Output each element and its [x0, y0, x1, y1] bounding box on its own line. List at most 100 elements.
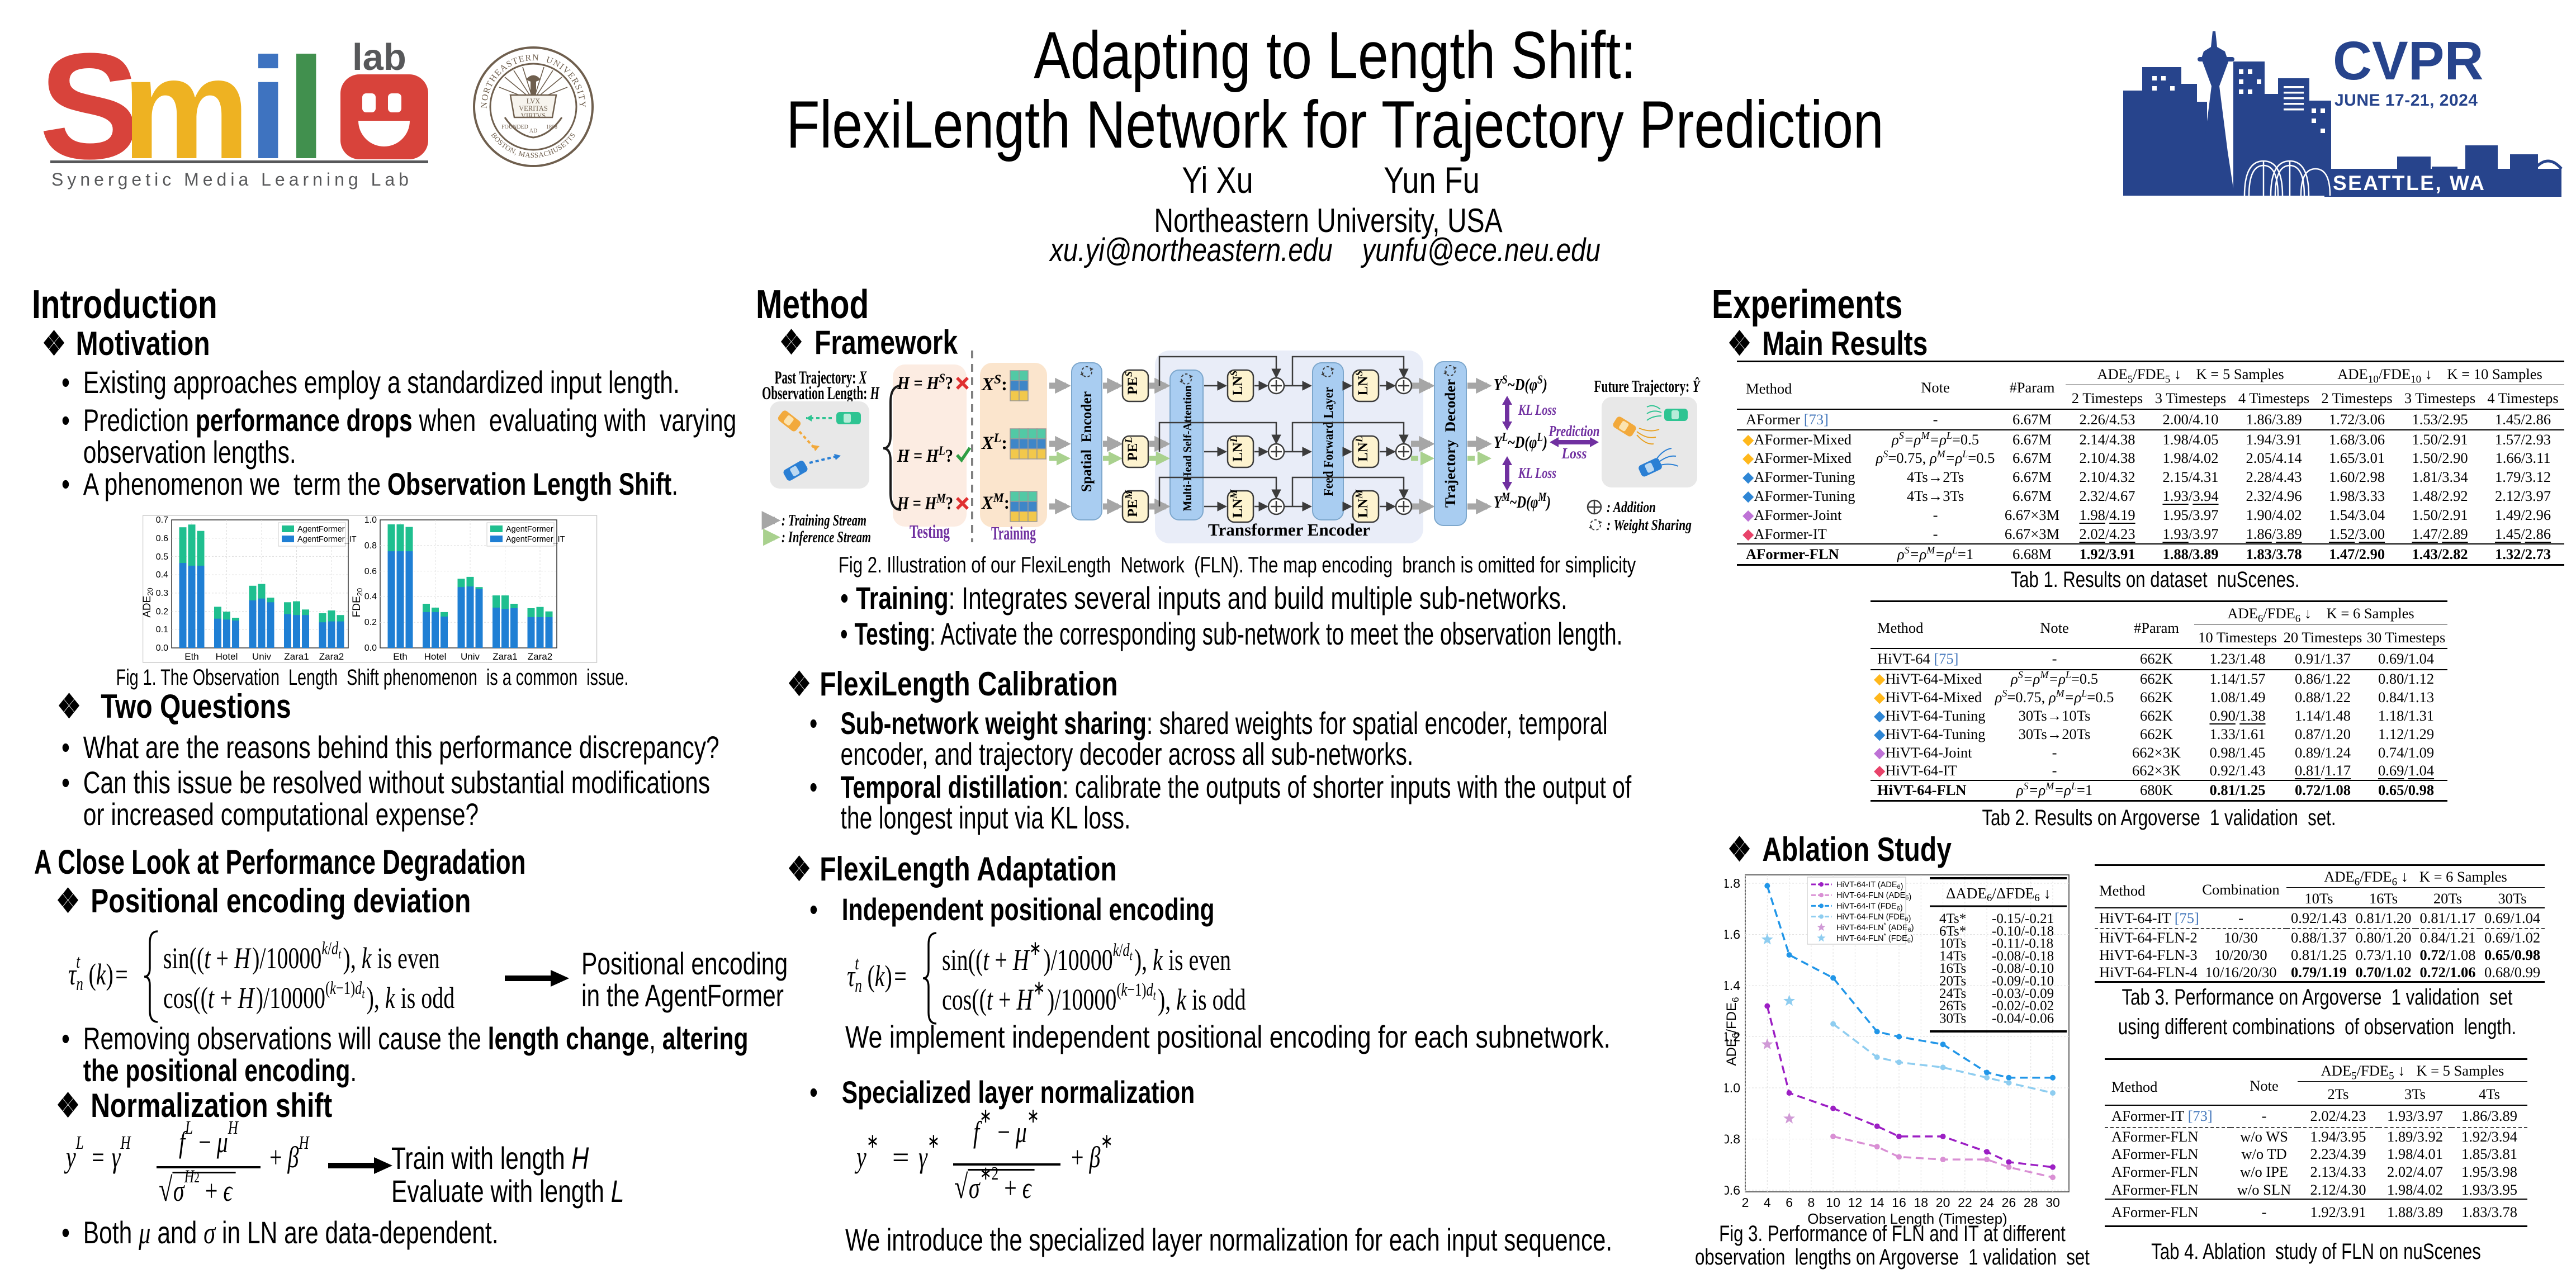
svg-text:0.0: 0.0: [364, 643, 377, 653]
svg-text:1.2: 1.2: [1725, 1030, 1740, 1044]
svg-text:0.6: 0.6: [1725, 1183, 1740, 1197]
svg-text:Observation Length (Timestep): Observation Length (Timestep): [1807, 1210, 2007, 1227]
svg-text:0.2: 0.2: [364, 618, 377, 627]
svg-text:-0.10/-0.18: -0.10/-0.18: [1992, 924, 2054, 939]
svg-text:18: 18: [1914, 1195, 1929, 1210]
svg-text:0.8: 0.8: [1725, 1132, 1740, 1147]
svg-text:0.0: 0.0: [156, 643, 168, 653]
svg-text:0.7: 0.7: [156, 515, 168, 525]
svg-text:0.4: 0.4: [156, 570, 168, 580]
svg-text:LNS: LNS: [1228, 371, 1246, 396]
svg-text:Multi-Head Self-Attention: Multi-Head Self-Attention: [1181, 385, 1194, 511]
svg-text:14: 14: [1870, 1195, 1884, 1210]
svg-text:HiVT-64-IT (FDE6): HiVT-64-IT (FDE6): [1836, 902, 1903, 912]
svg-text:LVX: LVX: [527, 97, 541, 105]
svg-text:CVPR: CVPR: [2333, 30, 2484, 91]
svg-text:-0.08/-0.18: -0.08/-0.18: [1992, 949, 2054, 964]
svg-text:JUNE 17-21, 2024: JUNE 17-21, 2024: [2334, 91, 2478, 110]
svg-text:Eth: Eth: [184, 651, 199, 662]
svg-text:Trajectory Decoder: Trajectory Decoder: [1442, 379, 1459, 508]
svg-text:20: 20: [1936, 1195, 1950, 1210]
svg-text:: Addition: : Addition: [1607, 499, 1656, 515]
svg-text:0.2: 0.2: [156, 607, 168, 617]
svg-text:Feed Forward Layer: Feed Forward Layer: [1322, 387, 1336, 496]
svg-text:24: 24: [1980, 1195, 1994, 1210]
svg-text:0.6: 0.6: [156, 534, 168, 543]
svg-text:1.8: 1.8: [1725, 876, 1740, 891]
svg-text:30Ts: 30Ts: [1939, 1011, 1966, 1026]
svg-text:0.8: 0.8: [364, 541, 377, 551]
svg-text:HiVT-64-IT (ADE6): HiVT-64-IT (ADE6): [1836, 880, 1903, 891]
svg-text:10: 10: [1826, 1195, 1840, 1210]
svg-text:HiVT-64-FLN (ADE6): HiVT-64-FLN (ADE6): [1836, 891, 1911, 902]
svg-text:20Ts: 20Ts: [1939, 974, 1966, 989]
svg-text:XL:: XL:: [981, 431, 1007, 453]
svg-text:1.4: 1.4: [1725, 978, 1740, 993]
svg-text:AgentFormer_IT: AgentFormer_IT: [297, 535, 357, 544]
svg-text:0.5: 0.5: [156, 552, 168, 562]
svg-text:28: 28: [2024, 1195, 2038, 1210]
svg-text:Testing: Testing: [910, 522, 950, 542]
svg-text:AgentFormer: AgentFormer: [297, 525, 345, 534]
svg-text:YL~D(φL): YL~D(φL): [1494, 430, 1547, 452]
svg-text:2: 2: [1742, 1195, 1749, 1210]
svg-text:0.6: 0.6: [364, 567, 377, 576]
svg-text:8: 8: [1808, 1195, 1815, 1210]
svg-text:Zara2: Zara2: [528, 651, 552, 662]
svg-text:1.0: 1.0: [1725, 1081, 1740, 1095]
svg-text:: Training Stream: : Training Stream: [782, 512, 866, 529]
svg-text:1.6: 1.6: [1725, 927, 1740, 942]
svg-text:KL Loss: KL Loss: [1518, 465, 1556, 481]
svg-text:Past Trajectory: X: Past Trajectory: X: [775, 368, 868, 388]
svg-text:VERITAS: VERITAS: [519, 105, 548, 112]
svg-text:-0.11/-0.18: -0.11/-0.18: [1992, 936, 2053, 951]
svg-text:4: 4: [1764, 1195, 1771, 1210]
svg-text:6: 6: [1786, 1195, 1793, 1210]
svg-text:Prediction: Prediction: [1549, 423, 1600, 439]
svg-text:YS~D(φS): YS~D(φS): [1494, 372, 1547, 394]
svg-text:i: i: [248, 27, 288, 189]
svg-text:0.3: 0.3: [156, 589, 168, 598]
svg-text:H = HM?: H = HM?: [897, 491, 953, 514]
svg-text:6Ts*: 6Ts*: [1939, 924, 1966, 939]
svg-text:AgentFormer: AgentFormer: [506, 525, 553, 534]
svg-text:KL Loss: KL Loss: [1518, 401, 1556, 418]
svg-text:-0.08/-0.10: -0.08/-0.10: [1992, 961, 2054, 976]
svg-text:Synergetic Media Learning Lab: Synergetic Media Learning Lab: [51, 169, 413, 190]
svg-text:m: m: [122, 27, 250, 189]
svg-text:16Ts: 16Ts: [1939, 961, 1966, 976]
svg-text:AD: AD: [529, 128, 537, 134]
svg-text:HiVT-64-FLN* (ADE6): HiVT-64-FLN* (ADE6): [1836, 922, 1914, 934]
svg-text:22: 22: [1958, 1195, 1972, 1210]
svg-text:Transformer Encoder: Transformer Encoder: [1208, 520, 1370, 539]
svg-text:1.0: 1.0: [364, 515, 377, 525]
svg-text:Spatial Encoder: Spatial Encoder: [1078, 391, 1095, 492]
svg-text:: Inference Stream: : Inference Stream: [782, 529, 871, 546]
svg-text:H = HS?: H = HS?: [897, 371, 953, 394]
svg-text:HiVT-64-FLN* (FDE6): HiVT-64-FLN* (FDE6): [1836, 932, 1914, 944]
svg-text:Hotel: Hotel: [216, 651, 238, 662]
svg-text:24Ts: 24Ts: [1939, 986, 1966, 1001]
svg-text:Zara1: Zara1: [493, 651, 517, 662]
svg-text:4Ts*: 4Ts*: [1939, 911, 1966, 926]
svg-text:l: l: [286, 27, 326, 189]
svg-text:0.4: 0.4: [364, 592, 377, 602]
svg-text:: Weight Sharing: : Weight Sharing: [1607, 517, 1692, 533]
svg-text:ADE6/FDE6: ADE6/FDE6: [1725, 997, 1741, 1066]
svg-text:Zara2: Zara2: [319, 651, 344, 662]
svg-text:HiVT-64-FLN (FDE6): HiVT-64-FLN (FDE6): [1836, 913, 1911, 924]
svg-text:Future Trajectory: Ŷ: Future Trajectory: Ŷ: [1594, 376, 1701, 396]
svg-text:Hotel: Hotel: [424, 651, 447, 662]
svg-text:-0.04/-0.06: -0.04/-0.06: [1992, 1011, 2054, 1026]
svg-text:AgentFormer_IT: AgentFormer_IT: [506, 535, 565, 544]
svg-text:26: 26: [2002, 1195, 2016, 1210]
svg-text:XS:: XS:: [981, 372, 1007, 395]
svg-text:30: 30: [2045, 1195, 2060, 1210]
svg-text:SEATTLE, WA: SEATTLE, WA: [2333, 172, 2485, 195]
svg-text:ΔADE6/ΔFDE6 ↓: ΔADE6/ΔFDE6 ↓: [1946, 885, 2051, 904]
svg-text:-0.09/-0.10: -0.09/-0.10: [1992, 974, 2054, 989]
svg-text:1898: 1898: [546, 124, 557, 130]
svg-text:16: 16: [1892, 1195, 1906, 1210]
svg-text:-0.02/-0.02: -0.02/-0.02: [1992, 998, 2054, 1014]
svg-text:Eth: Eth: [393, 651, 408, 662]
